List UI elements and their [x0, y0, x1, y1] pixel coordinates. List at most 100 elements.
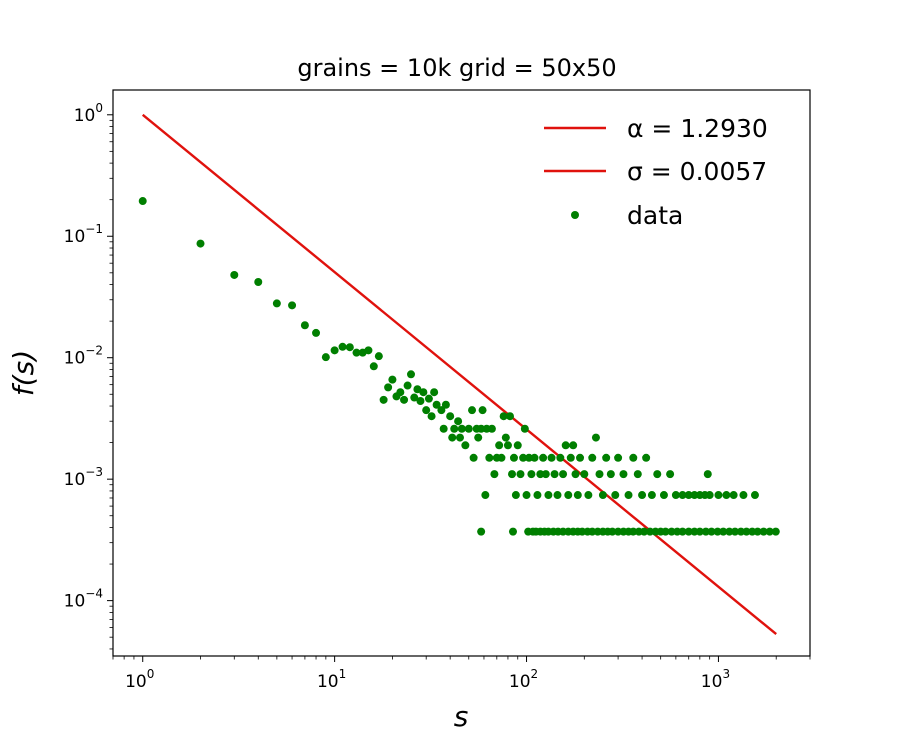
data-point: [499, 412, 508, 421]
data-point: [661, 527, 670, 536]
data-point: [725, 527, 734, 536]
data-point: [541, 470, 550, 479]
data-point: [759, 527, 768, 536]
legend-label: σ = 0.0057: [627, 157, 767, 186]
data-point: [446, 412, 455, 421]
data-point: [400, 395, 409, 404]
data-point: [576, 453, 585, 462]
data-point: [556, 453, 565, 462]
y-tick-label: 10−1: [64, 222, 103, 247]
data-point: [503, 441, 512, 450]
data-point: [505, 412, 514, 421]
data-point: [457, 424, 466, 433]
data-point: [516, 470, 525, 479]
data-point: [629, 527, 638, 536]
data-point: [527, 470, 536, 479]
data-point: [490, 470, 499, 479]
data-point: [407, 370, 415, 379]
data-point: [410, 393, 419, 402]
data-point: [714, 491, 723, 500]
data-point: [539, 453, 548, 462]
data-point: [598, 491, 607, 500]
data-point: [525, 453, 533, 462]
data-point: [272, 299, 281, 308]
data-point: [196, 239, 205, 248]
data-point: [424, 394, 433, 403]
data-point: [580, 470, 589, 479]
data-point: [345, 343, 354, 352]
data-point: [659, 491, 668, 500]
data-point: [497, 453, 506, 462]
legend-label: data: [627, 201, 683, 230]
data-point: [705, 491, 714, 500]
data-point: [396, 388, 405, 397]
data-point: [536, 470, 545, 479]
data-point: [553, 491, 562, 500]
data-point: [559, 470, 568, 479]
x-tick-label: 102: [509, 667, 538, 692]
data-point: [707, 527, 716, 536]
data-point: [640, 527, 649, 536]
data-point: [753, 527, 762, 536]
data-point: [569, 441, 578, 450]
data-point: [450, 424, 459, 433]
data-point: [384, 383, 393, 392]
data-point: [533, 491, 542, 500]
data-point: [364, 346, 373, 355]
data-point: [441, 400, 450, 409]
x-axis-label: s: [454, 700, 469, 733]
data-point: [647, 491, 656, 500]
data-point: [468, 406, 477, 415]
data-point: [508, 470, 516, 479]
data-point: [419, 388, 428, 397]
data-point: [477, 424, 486, 433]
data-point: [678, 491, 687, 500]
data-point: [379, 395, 388, 404]
data-point: [666, 470, 675, 479]
data-point: [703, 470, 712, 479]
legend: α = 1.2930 σ = 0.0057 data: [544, 114, 768, 230]
data-point: [678, 527, 687, 536]
data-point: [544, 491, 553, 500]
data-point: [611, 491, 620, 500]
data-point: [487, 424, 496, 433]
data-point: [550, 470, 559, 479]
data-point: [474, 433, 483, 442]
data-point: [461, 441, 470, 450]
data-point: [478, 406, 487, 415]
data-point: [508, 527, 517, 536]
data-point: [437, 406, 446, 415]
data-point: [624, 491, 633, 500]
data-point: [439, 424, 448, 433]
data-point: [602, 453, 611, 462]
data-point: [448, 433, 457, 442]
data-point: [591, 433, 600, 442]
data-point: [413, 385, 422, 394]
data-point: [513, 441, 522, 450]
y-axis-label: f(s): [7, 350, 40, 396]
data-point: [485, 453, 494, 462]
data-point: [619, 470, 628, 479]
data-point: [684, 527, 693, 536]
data-point: [422, 406, 431, 415]
data-point: [695, 527, 704, 536]
data-point: [519, 453, 528, 462]
data-point: [138, 197, 147, 206]
data-point: [374, 352, 383, 361]
data-point: [584, 491, 593, 500]
data-point: [432, 400, 441, 409]
data-point: [469, 453, 478, 462]
data-point: [765, 527, 774, 536]
data-point: [455, 433, 464, 442]
data-point: [321, 353, 330, 362]
data-point: [288, 301, 297, 310]
data-point: [595, 470, 604, 479]
data-point: [736, 527, 745, 536]
data-point: [739, 491, 748, 500]
data-point: [454, 417, 463, 426]
plot-marks: [138, 113, 780, 636]
data-point: [719, 527, 728, 536]
data-point: [464, 424, 473, 433]
data-point: [614, 453, 623, 462]
data-point: [547, 453, 556, 462]
